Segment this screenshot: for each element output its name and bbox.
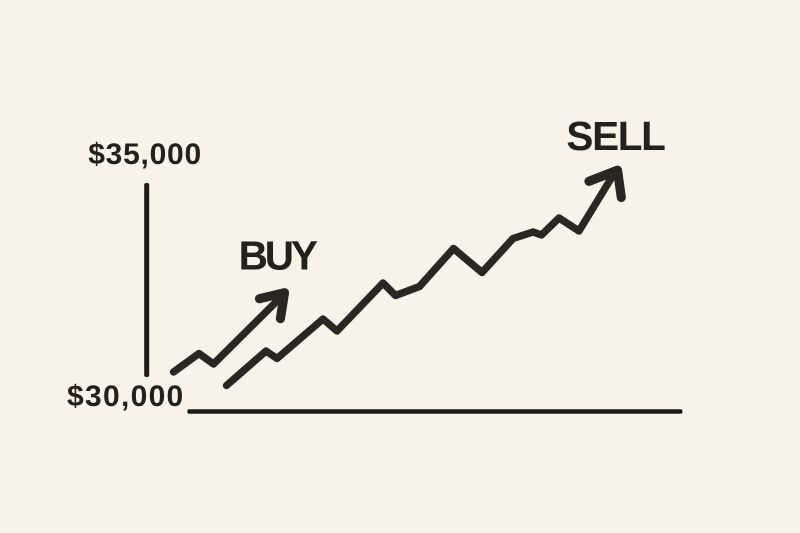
- svg-text:$35,000: $35,000: [88, 138, 202, 171]
- svg-text:SELL: SELL: [566, 113, 665, 159]
- svg-text:BUY: BUY: [239, 233, 318, 279]
- svg-text:$30,000: $30,000: [67, 380, 185, 413]
